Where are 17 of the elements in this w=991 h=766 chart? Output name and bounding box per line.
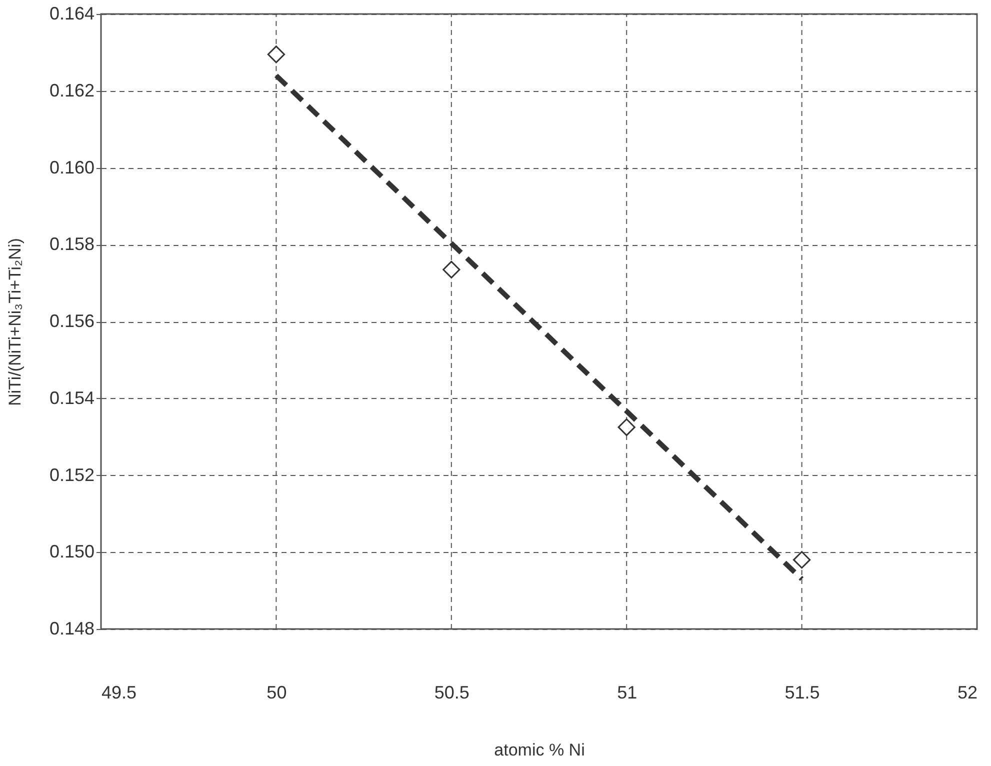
y-axis-title: NiTi/(NiTi+Ni₃Ti+Ti₂Ni) (5, 238, 24, 406)
x-axis-title: atomic % Ni (494, 740, 585, 760)
x-tick-label: 51 (617, 682, 638, 702)
y-tick-label: 0.160 (49, 157, 94, 178)
y-tick-label: 0.158 (49, 234, 94, 254)
y-tick-label: 0.152 (49, 464, 94, 485)
y-tick-label: 0.164 (49, 4, 94, 24)
y-tick-label: 0.162 (49, 80, 94, 100)
y-tick-label: 0.156 (49, 311, 94, 331)
x-tick-label: 50.5 (434, 682, 470, 702)
x-tick-label: 51.5 (784, 682, 820, 702)
x-tick-label: 49.5 (102, 682, 137, 702)
y-tick-label: 0.154 (49, 388, 94, 408)
y-tick-label: 0.148 (49, 618, 94, 638)
y-tick-label: 0.150 (49, 542, 94, 562)
x-tick-label: 52 (957, 682, 978, 702)
x-tick-label: 50 (266, 682, 287, 702)
